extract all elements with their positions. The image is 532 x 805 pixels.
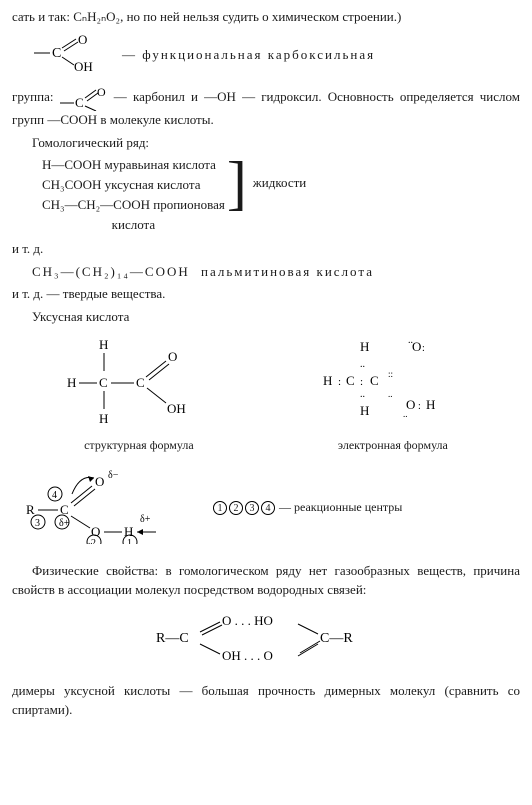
svg-text::: : <box>338 376 341 388</box>
p1-text: сать и так: <box>12 9 73 24</box>
svg-text:H: H <box>99 337 108 352</box>
carboxyl-struct-icon: C O OH <box>32 33 102 79</box>
svg-text:C: C <box>99 375 108 390</box>
svg-text::: : <box>360 376 363 388</box>
svg-text:O: O <box>168 349 177 364</box>
paragraph-2: группа: C O — карбонил и —OH — гидроксил… <box>12 85 520 130</box>
structural-formula-icon: H H C H C O OH <box>64 337 214 433</box>
svg-text:H: H <box>426 397 435 412</box>
reaction-centers-row: R C O δ− O .. H δ+ 4 δ+ 3 2 1 <box>22 464 520 550</box>
svg-text:R: R <box>26 502 35 517</box>
svg-text:O: O <box>97 85 106 99</box>
homolog-r3b: кислота <box>42 216 225 235</box>
svg-text:2: 2 <box>91 538 96 544</box>
svg-text:O: O <box>412 339 421 354</box>
svg-text:..: .. <box>360 359 365 370</box>
dimer-paragraph: димеры уксусной кислоты — большая прочно… <box>12 682 520 720</box>
svg-text:4: 4 <box>52 490 57 501</box>
svg-text:..: .. <box>388 389 393 399</box>
dimer-structure-icon: R—C O . . . HO OH . . . O C—R <box>12 610 520 672</box>
svg-text::: : <box>418 401 421 412</box>
svg-text:1: 1 <box>127 538 132 544</box>
svg-text:OH: OH <box>167 401 186 416</box>
homolog-r3: CH₃—CH₂—COOH пропионовая <box>42 196 225 215</box>
homolog-r1: H—COOH муравьиная кислота <box>42 156 225 175</box>
homolog-r2: CH₃COOH уксусная кислота <box>42 176 225 195</box>
svg-text:..: .. <box>403 409 408 419</box>
electronic-formula-icon: H O .. : H : C : C :: .. .. H .. O .. : … <box>318 337 468 433</box>
palm-formula: CH₃—(CH₂)₁₄—COOH <box>32 264 190 279</box>
svg-text:3: 3 <box>35 518 40 529</box>
p1-formula: CₙH₂ₙO₂ <box>73 9 120 24</box>
formula-pair: H H C H C O OH H O .. : H : C : C :: <box>12 337 520 433</box>
svg-text:H: H <box>360 403 369 418</box>
delta-plus-label: δ+ <box>140 514 151 525</box>
svg-text:H: H <box>360 339 369 354</box>
homolog-block: H—COOH муравьиная кислота CH₃COOH уксусн… <box>42 156 520 235</box>
palm-name: пальмитиновая кислота <box>201 264 374 279</box>
formula-labels: структурная формула электронная формула <box>12 437 520 454</box>
svg-text:C: C <box>52 46 61 61</box>
p2-a: группа: <box>12 89 60 104</box>
rc-legend: 1234 — реакционные центры <box>212 499 402 516</box>
svg-text:O: O <box>95 474 104 489</box>
svg-text:C: C <box>346 373 355 388</box>
homolog-title: Гомологический ряд: <box>12 134 520 153</box>
svg-text:H: H <box>99 411 108 426</box>
p1-tail: , но по ней нельзя судить о хими­ческом … <box>120 9 401 24</box>
circle-4-icon: 4 <box>261 501 275 515</box>
svg-text:C—R: C—R <box>320 631 353 646</box>
svg-text:O: O <box>78 33 87 47</box>
svg-text:C: C <box>136 375 145 390</box>
itd1: и т. д. <box>12 240 520 259</box>
right-bracket-icon: ] <box>227 156 247 210</box>
svg-text:R—C: R—C <box>156 631 189 646</box>
itd2: и т. д. — твердые вещества. <box>12 285 520 304</box>
homolog-list: H—COOH муравьиная кислота CH₃COOH уксусн… <box>42 156 225 235</box>
svg-text:H: H <box>67 375 76 390</box>
svg-text:::: :: <box>388 369 393 379</box>
svg-text::: : <box>422 343 425 354</box>
svg-text:δ+: δ+ <box>59 518 70 529</box>
svg-text:H: H <box>323 373 332 388</box>
paragraph-1: сать и так: CₙH₂ₙO₂, но по ней нельзя су… <box>12 8 520 27</box>
liquid-label: жидкости <box>253 174 306 193</box>
svg-text:OH . . . O: OH . . . O <box>222 648 273 663</box>
carbonyl-inline-icon: C O <box>60 85 108 111</box>
carboxyl-desc: — функциональная карбоксильная <box>122 46 375 65</box>
bracket-wrap: ] жидкости <box>227 156 306 210</box>
acetic-title: Уксусная кислота <box>12 308 520 327</box>
circle-3-icon: 3 <box>245 501 259 515</box>
palmitic-line: CH₃—(CH₂)₁₄—COOH пальмитиновая кислота <box>12 263 520 282</box>
circle-2-icon: 2 <box>229 501 243 515</box>
circle-1-icon: 1 <box>213 501 227 515</box>
carboxyl-structure-row: C O OH — функциональная карбоксильная <box>32 33 520 79</box>
svg-text:OH: OH <box>74 59 93 73</box>
svg-text:C: C <box>75 95 84 110</box>
delta-minus-label: δ− <box>108 470 119 481</box>
svg-text:..: .. <box>360 389 365 400</box>
label-structural: структурная формула <box>84 437 194 454</box>
reaction-center-struct-icon: R C O δ− O .. H δ+ 4 δ+ 3 2 1 <box>22 464 182 550</box>
rc-legend-text: — реакционные центры <box>279 500 402 514</box>
phys-paragraph: Физические свойства: в гомологическом ря… <box>12 562 520 600</box>
svg-text:C: C <box>370 373 379 388</box>
svg-text:O . . . HO: O . . . HO <box>222 613 273 628</box>
label-electronic: электронная формула <box>338 437 448 454</box>
svg-text:..: .. <box>408 337 413 346</box>
